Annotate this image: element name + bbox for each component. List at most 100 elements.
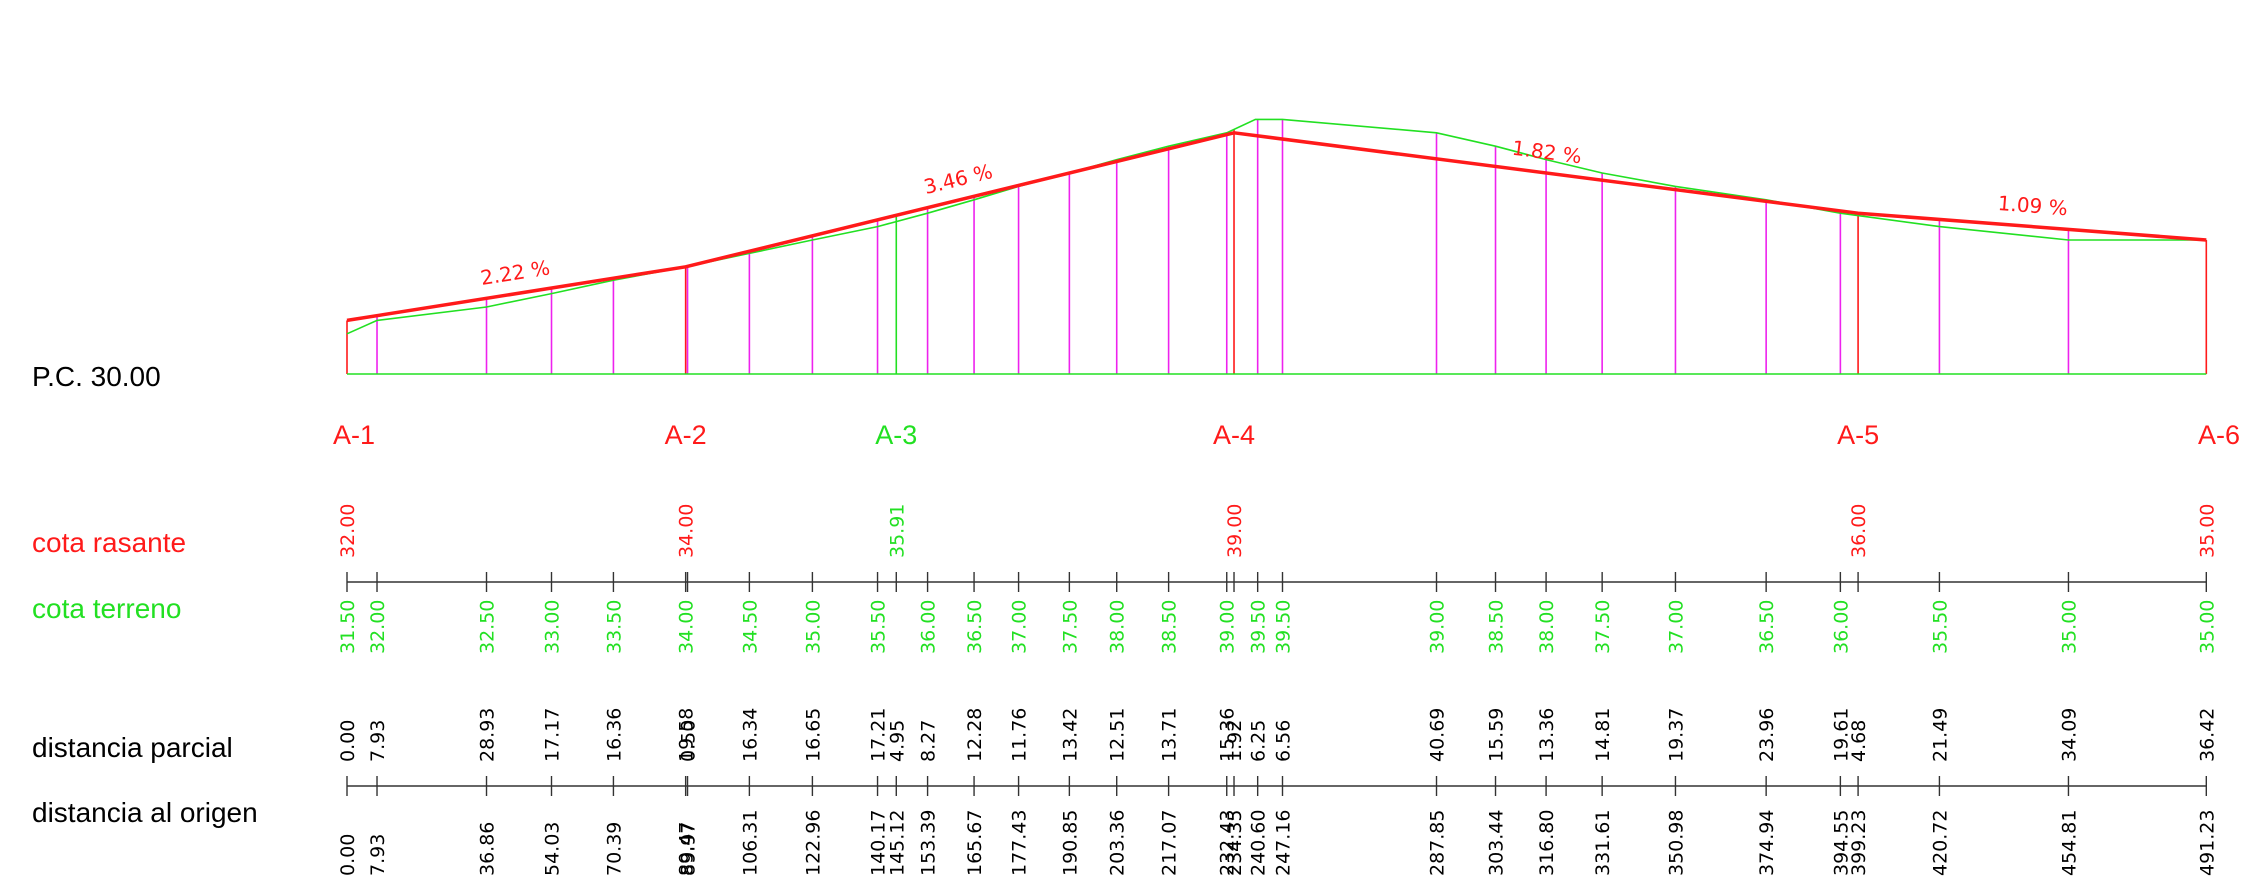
slope-labels: 2.22 %3.46 %1.82 %1.09 % bbox=[479, 136, 2069, 290]
cota-terreno-value: 32.50 bbox=[477, 600, 499, 654]
cota-terreno-value: 37.00 bbox=[1665, 600, 1687, 654]
cota-terreno-value: 37.50 bbox=[1592, 600, 1614, 654]
distancia-parcial-value: 7.93 bbox=[367, 720, 389, 762]
distancia-parcial-value: 16.65 bbox=[802, 708, 824, 762]
distancia-origen-value: 234.35 bbox=[1224, 810, 1246, 876]
cota-terreno-value: 39.50 bbox=[1273, 600, 1295, 654]
distancia-parcial-value: 0.00 bbox=[337, 720, 359, 762]
cota-terreno-value: 36.50 bbox=[964, 600, 986, 654]
distancia-parcial-value: 12.28 bbox=[964, 708, 986, 762]
cota-rasante-value: 35.91 bbox=[886, 504, 908, 558]
distancia-parcial-value: 40.69 bbox=[1427, 708, 1449, 762]
cota-terreno-value: 38.00 bbox=[1536, 600, 1558, 654]
slope-label: 1.09 % bbox=[1997, 191, 2069, 220]
point-name: A-1 bbox=[333, 420, 375, 450]
distancia-parcial-value: 17.21 bbox=[868, 708, 890, 762]
distancia-parcial-value: 11.76 bbox=[1009, 708, 1031, 762]
distancia-origen-value: 190.85 bbox=[1059, 810, 1081, 876]
row-labels: P.C. 30.00 cota rasante cota terreno dis… bbox=[32, 361, 258, 828]
distancia-origen-value: 54.03 bbox=[542, 822, 564, 876]
cota-terreno-value: 35.50 bbox=[868, 600, 890, 654]
distancia-origen-value: 394.55 bbox=[1830, 810, 1852, 876]
distancia-origen-value: 89.47 bbox=[676, 822, 698, 876]
distancia-parcial-value: 19.37 bbox=[1665, 708, 1687, 762]
distancia-parcial-value: 19.58 bbox=[676, 708, 698, 762]
distancia-parcial-value: 17.17 bbox=[542, 708, 564, 762]
point-name: A-3 bbox=[875, 420, 917, 450]
distancia-origen-value: 145.12 bbox=[886, 810, 908, 876]
data-table: 31.50 0.00 0.00 32.00 7.93 7.93 32.50 28.93 36.8… bbox=[337, 572, 2218, 876]
distancia-origen-value: 122.96 bbox=[802, 810, 824, 876]
slope-label: 2.22 % bbox=[479, 255, 552, 290]
cota-terreno-value: 35.00 bbox=[802, 600, 824, 654]
distancia-parcial-value: 23.96 bbox=[1756, 708, 1778, 762]
cota-terreno-value: 34.00 bbox=[676, 600, 698, 654]
slope-label: 1.82 % bbox=[1511, 136, 1583, 169]
distancia-parcial-value: 1.92 bbox=[1224, 720, 1246, 762]
distancia-origen-value: 140.17 bbox=[868, 810, 890, 876]
distancia-origen-value: 153.39 bbox=[918, 810, 940, 876]
cota-terreno-label: cota terreno bbox=[32, 593, 181, 624]
distancia-origen-value: 165.67 bbox=[964, 810, 986, 876]
cota-terreno-value: 36.00 bbox=[1830, 600, 1852, 654]
distancia-parcial-value: 15.59 bbox=[1486, 708, 1508, 762]
cota-terreno-value: 32.00 bbox=[367, 600, 389, 654]
distancia-parcial-value: 21.49 bbox=[1929, 708, 1951, 762]
cota-terreno-value: 39.50 bbox=[1248, 600, 1270, 654]
distancia-origen-value: 399.23 bbox=[1848, 810, 1870, 876]
point-name: A-4 bbox=[1213, 420, 1255, 450]
distancia-parcial-label: distancia parcial bbox=[32, 732, 233, 763]
cota-terreno-value: 35.00 bbox=[2196, 600, 2218, 654]
distancia-origen-value: 232.43 bbox=[1217, 810, 1239, 876]
terrain-line bbox=[346, 118, 2207, 335]
distancia-origen-value: 177.43 bbox=[1009, 810, 1031, 876]
cota-rasante-value: 35.00 bbox=[2196, 504, 2218, 558]
distancia-origen-value: 247.16 bbox=[1273, 810, 1295, 876]
distancia-origen-value: 287.85 bbox=[1427, 810, 1449, 876]
cota-terreno-value: 35.00 bbox=[2058, 600, 2080, 654]
cota-rasante-value: 34.00 bbox=[676, 504, 698, 558]
distancia-parcial-value: 16.34 bbox=[739, 708, 761, 762]
cota-terreno-value: 35.50 bbox=[1929, 600, 1951, 654]
rasante-profile bbox=[346, 131, 2207, 323]
distancia-parcial-value: 4.68 bbox=[1848, 720, 1870, 762]
cota-rasante-label: cota rasante bbox=[32, 527, 186, 558]
distancia-parcial-value: 4.95 bbox=[886, 720, 908, 762]
point-name: A-2 bbox=[665, 420, 707, 450]
pc-label: P.C. 30.00 bbox=[32, 361, 161, 392]
distancia-parcial-value: 13.36 bbox=[1536, 708, 1558, 762]
distancia-origen-value: 420.72 bbox=[1929, 810, 1951, 876]
point-markers: A-1 32.00 A-2 34.00 A-3 35.91 A-4 39.00 A-5 36.00… bbox=[333, 420, 2240, 558]
terrain-profile bbox=[346, 118, 2207, 375]
distancia-origen-value: 70.39 bbox=[603, 822, 625, 876]
point-name: A-6 bbox=[2198, 420, 2240, 450]
distancia-origen-value: 316.80 bbox=[1536, 810, 1558, 876]
distancia-parcial-value: 19.61 bbox=[1830, 708, 1852, 762]
distancia-origen-value: 203.36 bbox=[1107, 810, 1129, 876]
cota-rasante-value: 36.00 bbox=[1848, 504, 1870, 558]
distancia-origen-value: 89.97 bbox=[678, 822, 700, 876]
cota-terreno-value: 36.00 bbox=[918, 600, 940, 654]
distancia-origen-value: 217.07 bbox=[1159, 810, 1181, 876]
distancia-parcial-value: 34.09 bbox=[2058, 708, 2080, 762]
cota-terreno-value: 39.00 bbox=[1427, 600, 1449, 654]
distancia-origen-value: 374.94 bbox=[1756, 810, 1778, 876]
distancia-parcial-value: 15.36 bbox=[1217, 708, 1239, 762]
distancia-origen-value: 106.31 bbox=[739, 810, 761, 876]
cota-terreno-value: 37.50 bbox=[1059, 600, 1081, 654]
station-verticals bbox=[346, 119, 2208, 374]
distancia-parcial-value: 28.93 bbox=[477, 708, 499, 762]
distancia-origen-value: 491.23 bbox=[2196, 810, 2218, 876]
cota-terreno-value: 31.50 bbox=[337, 600, 359, 654]
distancia-parcial-value: 16.36 bbox=[603, 708, 625, 762]
distancia-parcial-value: 12.51 bbox=[1107, 708, 1129, 762]
cota-terreno-value: 36.50 bbox=[1756, 600, 1778, 654]
cota-terreno-value: 38.00 bbox=[1107, 600, 1129, 654]
cota-terreno-value: 33.50 bbox=[603, 600, 625, 654]
distancia-parcial-value: 8.27 bbox=[918, 720, 940, 762]
distancia-parcial-value: 13.71 bbox=[1159, 708, 1181, 762]
distancia-origen-label: distancia al origen bbox=[32, 797, 258, 828]
cota-rasante-value: 39.00 bbox=[1224, 504, 1246, 558]
distancia-origen-value: 331.61 bbox=[1592, 810, 1614, 876]
